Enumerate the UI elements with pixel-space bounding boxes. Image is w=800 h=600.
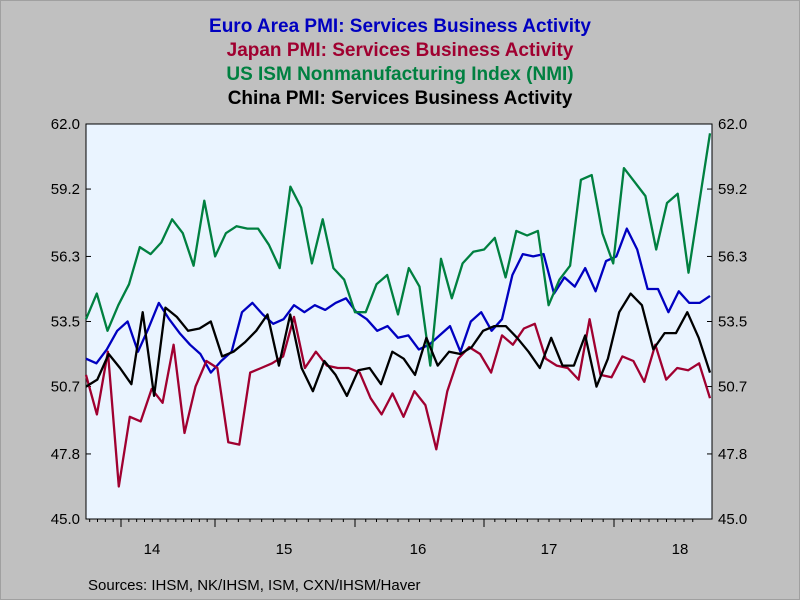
y-tick-label-right: 53.5 [718, 314, 747, 331]
y-tick-label-left: 50.7 [51, 379, 80, 396]
x-tick-label: 16 [410, 541, 427, 558]
y-tick-label-right: 50.7 [718, 379, 747, 396]
x-tick-label: 18 [672, 541, 689, 558]
source-note: Sources: IHSM, NK/IHSM, ISM, CXN/IHSM/Ha… [88, 577, 421, 594]
y-tick-label-left: 47.8 [51, 446, 80, 463]
y-tick-label-right: 47.8 [718, 446, 747, 463]
y-tick-label-right: 62.0 [718, 116, 747, 133]
series-line-china [85, 292, 712, 398]
y-tick-label-left: 56.3 [51, 248, 80, 265]
y-tick-label-left: 59.2 [51, 181, 80, 198]
x-tick-label: 15 [276, 541, 293, 558]
title-us-ism: US ISM Nonmanufacturing Index (NMI) [226, 64, 574, 85]
title-japan: Japan PMI: Services Business Activity [226, 40, 574, 61]
y-tick-label-left: 45.0 [51, 511, 80, 528]
series-line-us-ism [84, 133, 712, 367]
y-tick-label-left: 53.5 [51, 314, 80, 331]
x-tick-label: 14 [144, 541, 161, 558]
y-tick-label-left: 62.0 [51, 116, 80, 133]
x-tick-label: 17 [541, 541, 558, 558]
y-tick-label-right: 45.0 [718, 511, 747, 528]
y-tick-label-right: 56.3 [718, 248, 747, 265]
y-tick-label-right: 59.2 [718, 181, 747, 198]
title-china: China PMI: Services Business Activity [227, 88, 573, 109]
series-line-japan [84, 315, 712, 488]
series-line-euro-area [85, 227, 711, 374]
title-euro-area: Euro Area PMI: Services Business Activit… [209, 16, 591, 37]
